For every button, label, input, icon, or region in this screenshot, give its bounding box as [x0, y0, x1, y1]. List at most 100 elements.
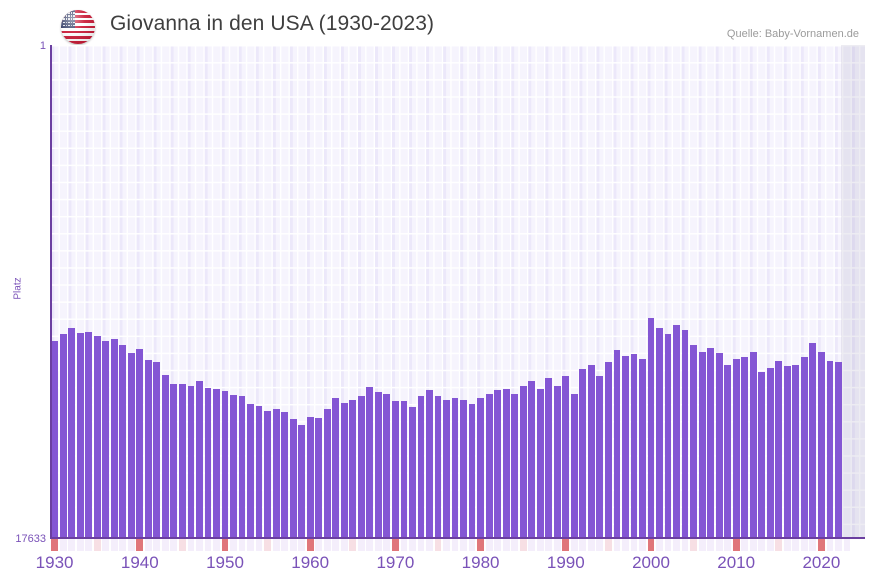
bar[interactable]	[749, 352, 757, 537]
bar[interactable]	[409, 407, 416, 537]
bar[interactable]	[119, 345, 127, 537]
bar[interactable]	[673, 325, 680, 537]
bar[interactable]	[230, 395, 237, 537]
bar[interactable]	[562, 376, 570, 537]
bar[interactable]	[664, 334, 672, 537]
bar[interactable]	[690, 345, 697, 537]
bar[interactable]	[213, 389, 220, 537]
bar[interactable]	[639, 359, 646, 537]
bar[interactable]	[630, 354, 638, 537]
bar[interactable]	[570, 394, 578, 537]
bar[interactable]	[85, 332, 93, 537]
bar[interactable]	[809, 343, 817, 537]
bar[interactable]	[698, 352, 706, 537]
bar[interactable]	[707, 348, 715, 537]
bar[interactable]	[792, 365, 800, 537]
bar[interactable]	[783, 366, 791, 537]
bar[interactable]	[323, 409, 331, 537]
bar[interactable]	[179, 384, 186, 537]
bar[interactable]	[102, 341, 110, 537]
x-tick-minor	[502, 539, 510, 551]
bar[interactable]	[68, 328, 76, 537]
bar[interactable]	[656, 328, 663, 537]
bar[interactable]	[502, 389, 510, 537]
bar[interactable]	[51, 341, 58, 537]
bar[interactable]	[272, 409, 280, 537]
bar[interactable]	[553, 386, 561, 537]
bar[interactable]	[289, 419, 297, 537]
bar[interactable]	[605, 362, 612, 537]
bar[interactable]	[332, 398, 340, 537]
bar[interactable]	[306, 417, 314, 537]
bar[interactable]	[443, 400, 450, 537]
bar[interactable]	[647, 318, 655, 537]
bar[interactable]	[715, 353, 723, 537]
bar[interactable]	[153, 362, 161, 537]
bar[interactable]	[264, 411, 271, 537]
bar[interactable]	[127, 353, 135, 537]
bar[interactable]	[460, 400, 467, 537]
bar[interactable]	[485, 394, 493, 537]
bar[interactable]	[587, 365, 595, 537]
bar[interactable]	[392, 401, 399, 537]
bar[interactable]	[187, 386, 195, 537]
bar[interactable]	[579, 369, 587, 537]
bar[interactable]	[340, 403, 348, 537]
bar[interactable]	[221, 391, 229, 537]
bar[interactable]	[613, 350, 621, 537]
bar[interactable]	[681, 330, 689, 537]
bar[interactable]	[417, 396, 425, 537]
bar[interactable]	[383, 394, 391, 537]
x-tick-minor	[596, 539, 604, 551]
bar[interactable]	[766, 368, 774, 537]
bar[interactable]	[255, 406, 263, 537]
bar[interactable]	[545, 378, 553, 537]
x-tick-minor	[749, 539, 757, 551]
bar[interactable]	[161, 375, 169, 537]
bar[interactable]	[196, 381, 203, 537]
bar[interactable]	[536, 389, 544, 537]
bar[interactable]	[741, 357, 749, 537]
bar[interactable]	[758, 372, 766, 537]
bar[interactable]	[732, 359, 740, 537]
bar[interactable]	[528, 381, 536, 537]
bar[interactable]	[298, 425, 306, 537]
bar[interactable]	[426, 390, 433, 537]
x-tick-minor	[417, 539, 425, 551]
bar[interactable]	[477, 398, 484, 537]
bar[interactable]	[204, 388, 212, 537]
x-tick-minor	[68, 539, 76, 551]
bar[interactable]	[238, 396, 246, 537]
bar[interactable]	[519, 386, 527, 537]
bar[interactable]	[775, 361, 783, 537]
bar[interactable]	[366, 387, 374, 537]
bar[interactable]	[494, 390, 502, 537]
bar[interactable]	[622, 356, 629, 537]
bar[interactable]	[400, 401, 408, 537]
bar[interactable]	[349, 400, 357, 537]
bar[interactable]	[110, 339, 118, 537]
bar[interactable]	[247, 404, 254, 537]
bar[interactable]	[76, 333, 84, 537]
bar[interactable]	[59, 334, 67, 537]
bar[interactable]	[818, 352, 825, 537]
bar[interactable]	[835, 362, 842, 537]
bar[interactable]	[468, 404, 476, 537]
bar[interactable]	[136, 349, 144, 537]
bar[interactable]	[281, 412, 289, 537]
bar[interactable]	[800, 357, 808, 537]
bar[interactable]	[93, 336, 101, 537]
bar[interactable]	[724, 365, 732, 537]
bar[interactable]	[374, 392, 382, 537]
bar[interactable]	[144, 360, 152, 537]
bar[interactable]	[434, 396, 442, 537]
bar[interactable]	[357, 396, 365, 537]
bar-series	[50, 45, 865, 537]
bar[interactable]	[315, 418, 323, 537]
x-tick-minor	[298, 539, 306, 551]
bar[interactable]	[511, 394, 519, 537]
bar[interactable]	[596, 376, 604, 537]
bar[interactable]	[170, 384, 178, 537]
bar[interactable]	[451, 398, 459, 537]
bar[interactable]	[826, 361, 834, 537]
